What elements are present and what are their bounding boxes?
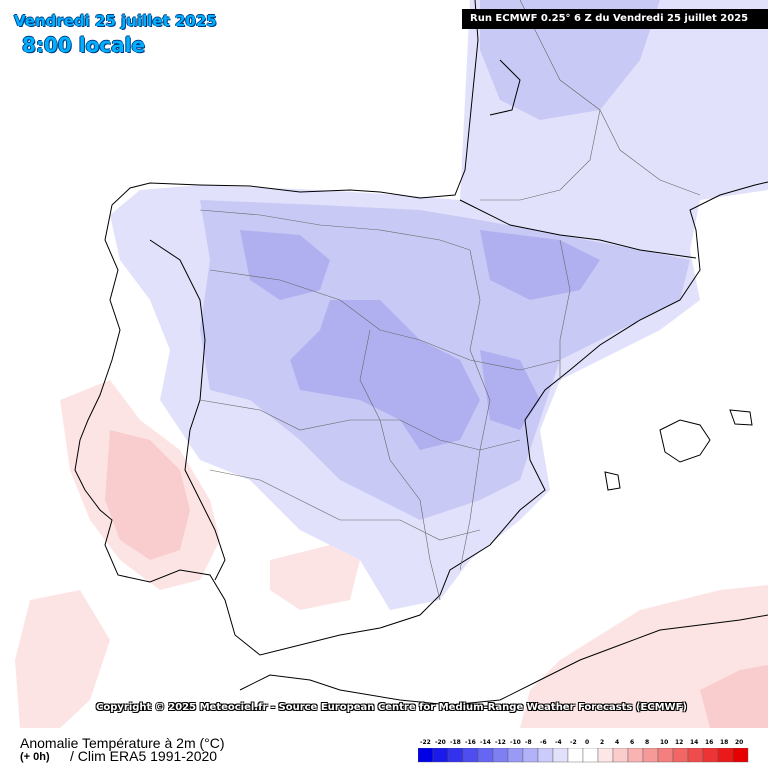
cold-anomaly-north-strip xyxy=(480,0,660,120)
region-border xyxy=(199,399,521,451)
warm-anomaly-layer xyxy=(15,380,768,728)
legend-tick-label: 0 xyxy=(585,739,590,746)
legend-color-box xyxy=(507,748,524,763)
legend-tick-label: 10 xyxy=(660,739,669,746)
legend-color-box xyxy=(627,748,644,763)
legend-color-box xyxy=(597,748,614,763)
variable-title: Anomalie Température à 2m (°C) xyxy=(20,735,225,751)
legend-tick-label: 14 xyxy=(690,739,699,746)
region-border xyxy=(480,109,601,201)
legend-tick-label: -2 xyxy=(570,739,577,746)
legend-color-box xyxy=(418,748,434,763)
legend-color-box xyxy=(657,748,674,763)
legend-color-box xyxy=(582,748,599,763)
warm-anomaly-andalusia xyxy=(270,545,360,610)
legend-color-box xyxy=(537,748,554,763)
legend-color-box xyxy=(432,748,449,763)
legend-color-box xyxy=(492,748,509,763)
legend-tick-label: -22 xyxy=(420,739,431,746)
forecast-date: Vendredi 25 juillet 2025 xyxy=(14,12,217,30)
legend-tick-label: 18 xyxy=(720,739,729,746)
copyright-notice: Copyright © 2025 Meteociel.fr - Source E… xyxy=(96,702,687,713)
warm-anomaly-north-africa-core xyxy=(700,665,768,728)
legend-color-box xyxy=(462,748,479,763)
regional-borders xyxy=(199,0,701,601)
coastlines xyxy=(74,0,768,706)
legend-color-box xyxy=(717,748,734,763)
spain-france-border xyxy=(459,199,697,259)
north-africa-coastline xyxy=(239,614,768,706)
region-border xyxy=(359,329,441,601)
warm-anomaly-portugal-core xyxy=(105,430,190,560)
iberia-coastline xyxy=(74,0,768,656)
france-coast xyxy=(489,59,521,116)
national-borders xyxy=(149,199,697,581)
legend-tick-label: 6 xyxy=(630,739,635,746)
region-border xyxy=(459,249,491,571)
climatology-reference: / Clim ERA5 1991-2020 xyxy=(70,748,218,764)
forecast-time: 8:00 locale xyxy=(22,33,146,57)
run-info-banner: Run ECMWF 0.25° 6 Z du Vendredi 25 juill… xyxy=(462,9,768,29)
legend-tick-label: -4 xyxy=(555,739,562,746)
legend-color-box xyxy=(447,748,464,763)
legend-color-box xyxy=(567,748,584,763)
legend-tick-label: -12 xyxy=(495,739,506,746)
legend-tick-label: -10 xyxy=(510,739,521,746)
legend-tick-label: -18 xyxy=(450,739,461,746)
color-scale-legend xyxy=(418,748,749,763)
legend-tick-label: -20 xyxy=(435,739,446,746)
warm-anomaly-atlantic xyxy=(15,590,110,728)
ibiza-coastline xyxy=(604,471,621,491)
legend-color-box xyxy=(612,748,629,763)
legend-tick-label: 16 xyxy=(705,739,714,746)
mallorca-coastline xyxy=(659,419,711,463)
forecast-offset: (+ 0h) xyxy=(20,751,50,763)
legend-color-box xyxy=(552,748,569,763)
legend-tick-label: 4 xyxy=(615,739,620,746)
region-border xyxy=(209,469,481,541)
legend-tick-label: 20 xyxy=(735,739,744,746)
legend-color-box xyxy=(522,748,539,763)
legend-color-box xyxy=(672,748,689,763)
legend-tick-label: -16 xyxy=(465,739,476,746)
legend-tick-label: 8 xyxy=(645,739,650,746)
legend-tick-label: 2 xyxy=(600,739,605,746)
legend-color-box xyxy=(702,748,719,763)
legend-color-box xyxy=(687,748,704,763)
legend-tick-label: -14 xyxy=(480,739,491,746)
spain-portugal-border xyxy=(149,239,226,581)
legend-color-box xyxy=(642,748,659,763)
legend-tick-label: 12 xyxy=(675,739,684,746)
region-border xyxy=(559,239,571,380)
legend-tick-label: -8 xyxy=(525,739,532,746)
region-border xyxy=(209,269,561,371)
legend-color-box xyxy=(477,748,494,763)
legend-tick-label: -6 xyxy=(540,739,547,746)
menorca-coastline xyxy=(729,409,753,426)
temperature-anomaly-map xyxy=(15,0,768,728)
legend-color-box xyxy=(732,748,749,763)
region-border xyxy=(199,209,471,251)
